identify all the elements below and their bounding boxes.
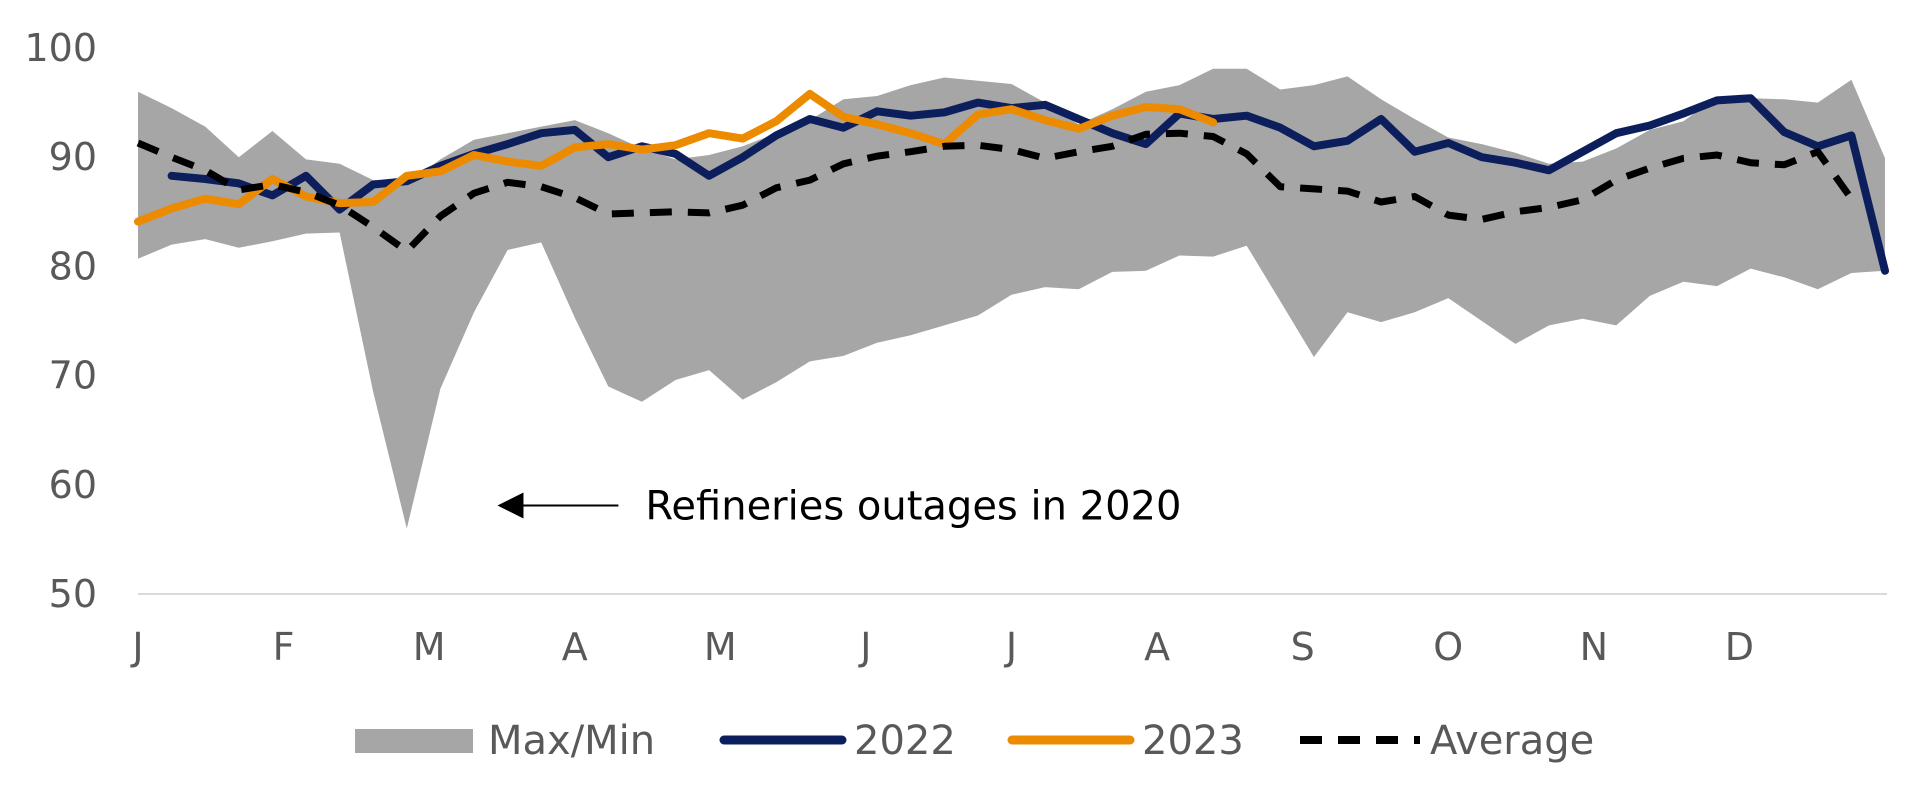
legend-max-min-swatch (355, 729, 473, 753)
y-tick-label: 50 (49, 572, 97, 616)
axis-layer: 50 60 70 80 90 100 J F M A M J J A S O N D (24, 26, 1887, 669)
max-min-band-layer (138, 68, 1885, 529)
x-tick-label: J (130, 625, 143, 669)
annotation-arrow-head (497, 492, 524, 519)
y-tick-label: 80 (49, 244, 97, 288)
series-layer (134, 89, 1889, 275)
x-tick-label: N (1580, 625, 1608, 669)
x-tick-label: M (704, 625, 737, 669)
annotation-text: Refineries outages in 2020 (645, 484, 1181, 530)
x-tick-label: J (1004, 625, 1017, 669)
x-tick-label: A (1144, 625, 1170, 669)
max-min-band (138, 68, 1885, 529)
legend: Max/Min 2022 2023 Average (355, 718, 1594, 764)
y-tick-label: 60 (49, 463, 97, 507)
x-tick-label: J (858, 625, 871, 669)
legend-2022-label: 2022 (854, 718, 956, 764)
annotation-layer: Refineries outages in 2020 (497, 484, 1181, 530)
x-tick-label: O (1433, 625, 1463, 669)
x-tick-label: A (562, 625, 588, 669)
y-tick-label: 90 (49, 135, 97, 179)
y-tick-label: 70 (49, 354, 97, 398)
x-tick-label: S (1291, 625, 1315, 669)
y-tick-label: 100 (24, 26, 97, 70)
x-tick-label: D (1725, 625, 1754, 669)
legend-average-label: Average (1430, 718, 1594, 764)
series-line-average (136, 129, 1855, 255)
legend-2023-label: 2023 (1142, 718, 1244, 764)
x-tick-label: F (273, 625, 295, 669)
legend-max-min-label: Max/Min (488, 718, 655, 764)
x-tick-label: M (413, 625, 446, 669)
